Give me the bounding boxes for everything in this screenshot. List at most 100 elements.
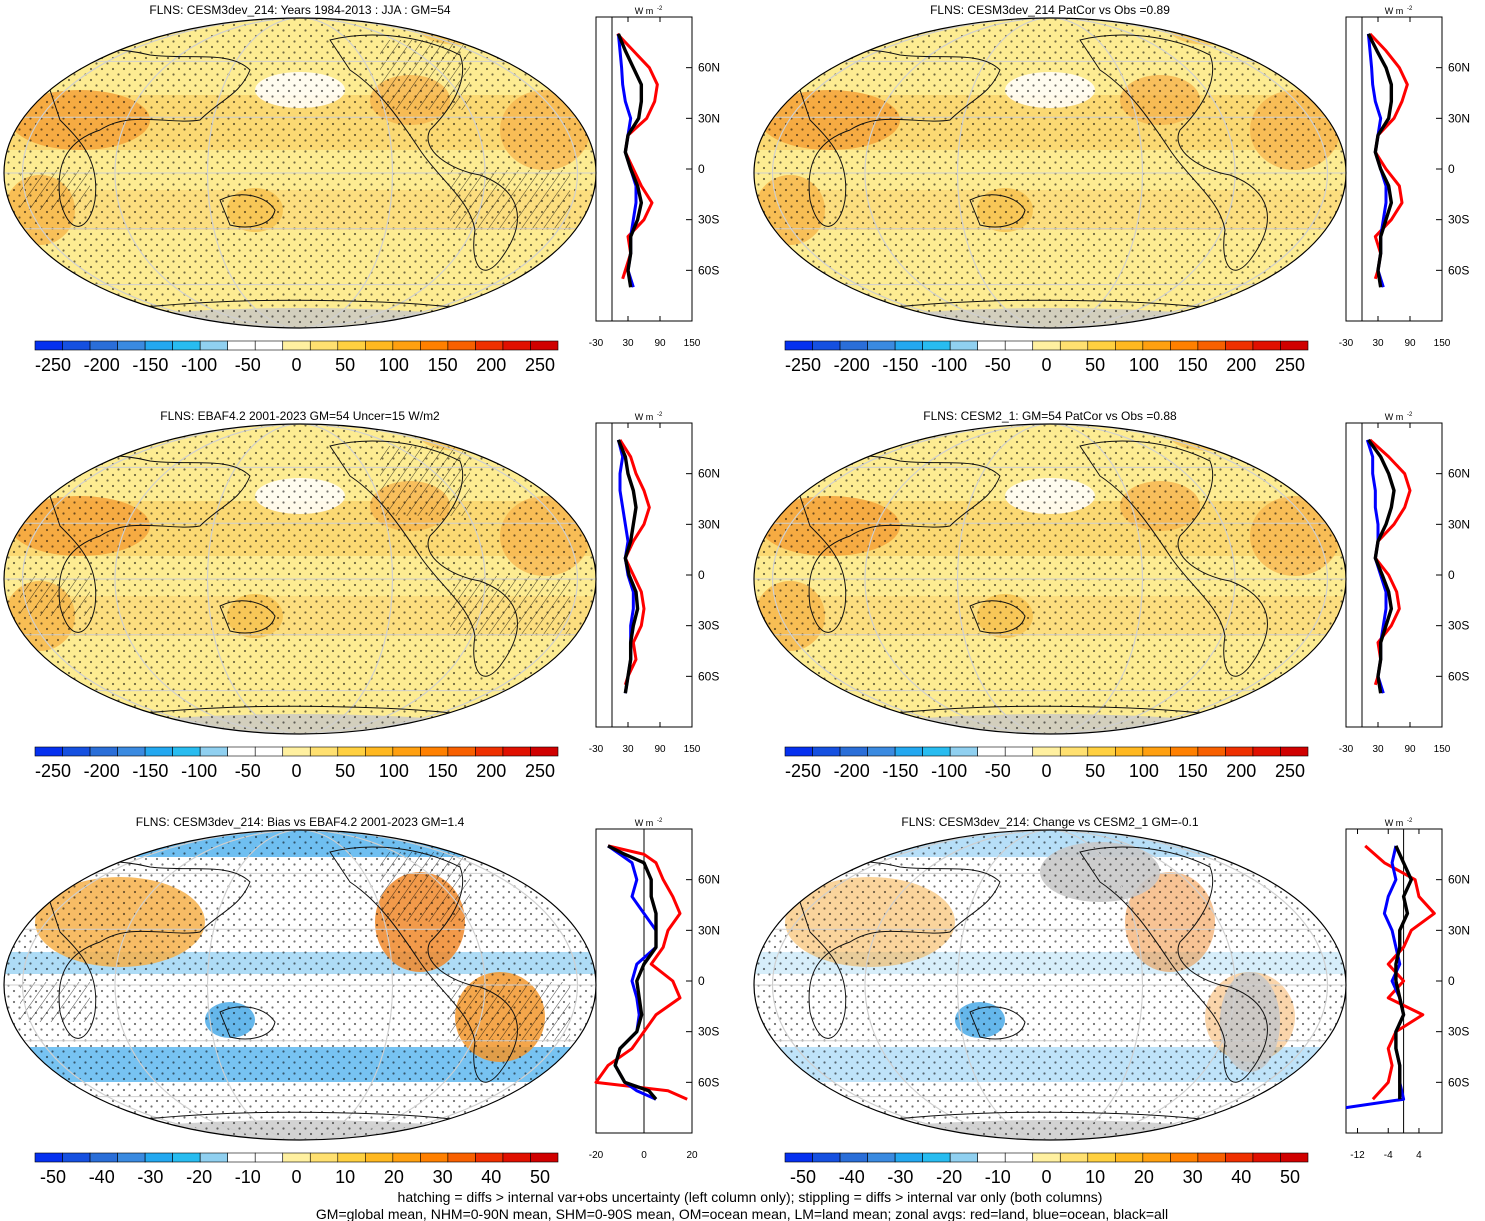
zonal-series-all (607, 844, 658, 1101)
meridian-line (22, 424, 578, 734)
colorbar-box (784, 340, 813, 351)
colorbar-box (1170, 1152, 1199, 1163)
colorbar-tick-label: 50 (335, 761, 355, 781)
zonal-series-land (618, 439, 651, 686)
panel-1: FLNS: CESM3dev_214: Years 1984-2013 : JJ… (3, 3, 720, 375)
colorbar-box (1225, 746, 1254, 757)
colorbar-tick-label: -40 (89, 1167, 115, 1187)
colorbar-tick-label: -20 (186, 1167, 212, 1187)
zonal-lat-label: 30S (1448, 213, 1469, 227)
colorbar-box (420, 1152, 449, 1163)
colorbar-box (199, 746, 228, 757)
colorbar-tick-label: 150 (1178, 761, 1208, 781)
coastline-americas (329, 846, 518, 1083)
meridian-line (207, 18, 393, 328)
colorbar-tick-label: 50 (1085, 761, 1105, 781)
colorbar-box (1252, 746, 1281, 757)
colorbar-tick-label: 20 (384, 1167, 404, 1187)
zonal-lat-label: 30S (1448, 1025, 1469, 1039)
zonal-x-label: 150 (1434, 338, 1451, 349)
colorbar-box (117, 1152, 146, 1163)
meridian-line (864, 830, 1236, 1140)
zonal-series-all (616, 439, 640, 694)
colorbar-tick-label: -150 (132, 355, 168, 375)
panel-title: FLNS: CESM3dev_214 PatCor vs Obs =0.89 (930, 3, 1170, 17)
zonal-series-all (1366, 33, 1394, 288)
meridian-line (957, 424, 1143, 734)
panel-6: FLNS: CESM3dev_214: Change vs CESM2_1 GM… (753, 815, 1470, 1187)
panel-4: FLNS: CESM2_1: GM=54 PatCor vs Obs =0.88… (753, 409, 1470, 781)
colorbar-box (172, 340, 201, 351)
panel-title: FLNS: EBAF4.2 2001-2023 GM=54 Uncer=15 W… (160, 409, 440, 423)
stippling (754, 18, 1346, 328)
zonal-frame (1345, 422, 1443, 728)
colorbar-box (447, 1152, 476, 1163)
hatching (450, 170, 570, 230)
colorbar-tick-label: -10 (235, 1167, 261, 1187)
zonal-lat-label: 60S (698, 263, 719, 277)
map-field (4, 18, 596, 328)
colorbar-tick-label: 150 (428, 355, 458, 375)
colorbar-box (89, 746, 118, 757)
colorbar-box (1280, 1152, 1309, 1163)
zonal-lat-label: 60S (698, 1075, 719, 1089)
zonal-x-label: 90 (1404, 744, 1416, 755)
hatching (20, 170, 90, 210)
colorbar-box (392, 340, 421, 351)
meridian-line (114, 424, 486, 734)
zonal-x-label: 150 (1434, 744, 1451, 755)
colorbar-box (392, 746, 421, 757)
colorbar-tick-label: -100 (931, 761, 967, 781)
colorbar-box (392, 1152, 421, 1163)
zonal-x-label: 30 (622, 338, 634, 349)
coastline-australia (219, 194, 276, 228)
colorbar-box (227, 340, 256, 351)
zonal-lat-label: 60N (1448, 467, 1470, 481)
meridian-line (957, 830, 1143, 1140)
zonal-lat-label: 30N (1448, 517, 1470, 531)
zonal-lat-label: 30N (1448, 923, 1470, 937)
colorbar-box (254, 746, 284, 757)
colorbar-tick-label: -150 (132, 761, 168, 781)
zonal-lat-label: 30S (698, 1025, 719, 1039)
colorbar-box (337, 1152, 366, 1163)
colorbar-tick-label: -100 (181, 761, 217, 781)
colorbar-box (34, 340, 63, 351)
zonal-lat-label: 0 (1448, 568, 1455, 582)
zonal-units: W m (1385, 412, 1404, 422)
zonal-units-exponent: -2 (1407, 6, 1413, 12)
meridian-line (207, 830, 393, 1140)
colorbar-box (144, 340, 173, 351)
map-field (754, 830, 1346, 1140)
colorbar-box (282, 1152, 311, 1163)
zonal-lat-label: 30S (698, 213, 719, 227)
colorbar-tick-label: 0 (1041, 355, 1051, 375)
colorbar-box (447, 340, 476, 351)
colorbar-box (475, 746, 504, 757)
colorbar-box (839, 340, 868, 351)
meridian-line (22, 830, 578, 1140)
colorbar-box (812, 1152, 841, 1163)
colorbar-box (420, 340, 449, 351)
zonal-series-all (616, 33, 644, 288)
hatching (380, 40, 470, 110)
colorbar-box (1197, 746, 1226, 757)
colorbar-box (502, 1152, 531, 1163)
panel-title: FLNS: CESM2_1: GM=54 PatCor vs Obs =0.88 (923, 409, 1177, 423)
colorbar-tick-label: -200 (834, 355, 870, 375)
zonal-series-all (1367, 438, 1396, 694)
meridian-line (772, 424, 1328, 734)
colorbar-tick-label: -250 (785, 761, 821, 781)
colorbar-tick-label: 0 (1041, 1167, 1051, 1187)
zonal-lat-label: 60S (1448, 263, 1469, 277)
colorbar-box (1225, 1152, 1254, 1163)
zonal-units-exponent: -2 (1407, 412, 1413, 418)
coastline-africa-eurasia (39, 49, 251, 227)
colorbar-tick-label: -50 (985, 355, 1011, 375)
zonal-x-label: -30 (1339, 338, 1354, 349)
colorbar-tick-label: -10 (985, 1167, 1011, 1187)
colorbar-tick-label: 50 (335, 355, 355, 375)
zonal-lat-label: 30N (698, 111, 720, 125)
colorbar-box (1059, 340, 1089, 351)
colorbar-box (1197, 340, 1226, 351)
